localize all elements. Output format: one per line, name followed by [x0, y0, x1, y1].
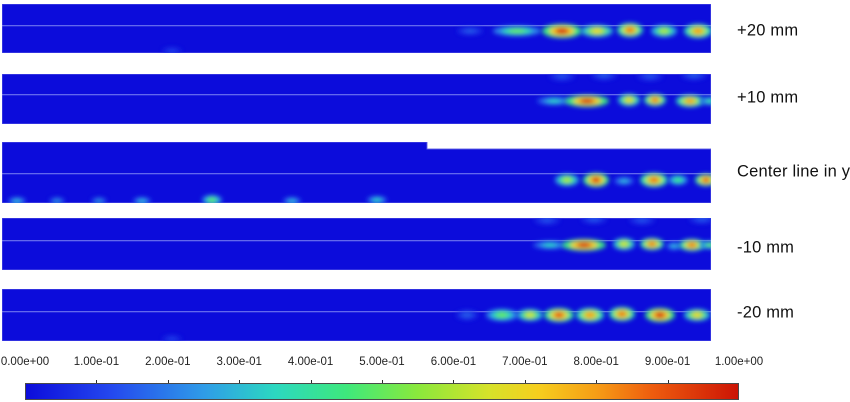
heatmap-panel [2, 74, 711, 124]
colorbar-tick-label: 9.00e-01 [644, 356, 691, 368]
panel-label: Center line in y [737, 162, 850, 181]
colorbar-tick-label: 1.00e-01 [73, 356, 120, 368]
heatmap-panel [2, 4, 711, 53]
heatmap-panel [2, 218, 711, 270]
colorbar-tick-mark [239, 380, 241, 384]
colorbar-tick-label: 6.00e-01 [430, 356, 477, 368]
colorbar-tick-mark [524, 380, 526, 384]
colorbar-tick-mark [667, 380, 669, 384]
colorbar-tick-label: 4.00e-01 [287, 356, 334, 368]
colorbar-tick-label: 3.00e-01 [216, 356, 262, 368]
colorbar-tick-label: 2.00e-01 [145, 356, 191, 368]
colorbar-tick-mark [596, 380, 598, 384]
colorbar-tick-label: 1.00e+00 [714, 356, 764, 368]
heatmap-panel [2, 289, 711, 341]
panel-label: -10 mm [737, 238, 795, 257]
colorbar-tick-label: 8.00e-01 [573, 356, 619, 368]
colorbar-tick-mark [96, 380, 98, 384]
colorbar-tick-label: 5.00e-01 [359, 356, 405, 368]
colorbar-tick-mark [453, 380, 455, 384]
panel-label: +20 mm [737, 21, 799, 40]
panel-label: +10 mm [737, 88, 799, 107]
panel-label: -20 mm [737, 303, 795, 322]
colorbar-tick-mark [382, 380, 383, 384]
colorbar-tick-label: 0.00e+00 [0, 356, 50, 368]
colorbar-tick-mark [310, 380, 312, 384]
heatmap-panel [2, 142, 711, 203]
colorbar-tick-mark [167, 380, 169, 384]
colorbar-gradient [25, 383, 739, 400]
colorbar-tick-label: 7.00e-01 [502, 356, 548, 368]
